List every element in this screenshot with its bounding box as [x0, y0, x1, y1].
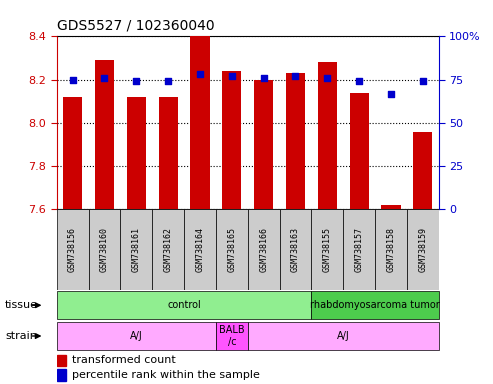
Bar: [216, 322, 248, 350]
Bar: [152, 209, 184, 290]
Text: strain: strain: [5, 331, 37, 341]
Text: percentile rank within the sample: percentile rank within the sample: [72, 370, 260, 380]
Text: transformed count: transformed count: [72, 356, 176, 366]
Text: GSM738165: GSM738165: [227, 227, 236, 272]
Bar: [312, 209, 343, 290]
Bar: [312, 291, 439, 319]
Point: [323, 75, 331, 81]
Bar: [57, 291, 312, 319]
Bar: [247, 209, 280, 290]
Bar: [413, 131, 432, 209]
Bar: [57, 209, 89, 290]
Bar: [254, 80, 273, 209]
Text: A/J: A/J: [337, 331, 350, 341]
Bar: [159, 97, 177, 209]
Text: tissue: tissue: [5, 300, 38, 310]
Bar: [63, 97, 82, 209]
Point: [69, 77, 76, 83]
Point: [228, 73, 236, 79]
Text: A/J: A/J: [130, 331, 142, 341]
Bar: [343, 209, 375, 290]
Bar: [350, 93, 369, 209]
Text: GSM738163: GSM738163: [291, 227, 300, 272]
Point: [419, 78, 427, 84]
Text: GSM738166: GSM738166: [259, 227, 268, 272]
Bar: [216, 209, 247, 290]
Text: GSM738156: GSM738156: [68, 227, 77, 272]
Bar: [407, 209, 439, 290]
Point: [260, 75, 268, 81]
Bar: [120, 209, 152, 290]
Point: [196, 71, 204, 78]
Bar: [190, 36, 210, 209]
Bar: [57, 322, 216, 350]
Text: GSM738158: GSM738158: [387, 227, 395, 272]
Bar: [318, 63, 337, 209]
Bar: [89, 209, 120, 290]
Point: [132, 78, 140, 84]
Bar: [95, 60, 114, 209]
Text: GSM738160: GSM738160: [100, 227, 109, 272]
Point: [387, 91, 395, 97]
Bar: [184, 209, 216, 290]
Text: control: control: [167, 300, 201, 310]
Text: BALB
/c: BALB /c: [219, 325, 245, 347]
Bar: [280, 209, 312, 290]
Point: [164, 78, 172, 84]
Bar: [248, 322, 439, 350]
Text: GSM738164: GSM738164: [195, 227, 205, 272]
Text: GDS5527 / 102360040: GDS5527 / 102360040: [57, 18, 214, 33]
Point: [291, 73, 299, 79]
Bar: [382, 205, 400, 209]
Bar: [57, 369, 66, 381]
Bar: [286, 73, 305, 209]
Text: rhabdomyosarcoma tumor: rhabdomyosarcoma tumor: [310, 300, 440, 310]
Bar: [57, 355, 66, 366]
Bar: [222, 71, 242, 209]
Text: GSM738155: GSM738155: [323, 227, 332, 272]
Point: [101, 75, 108, 81]
Bar: [375, 209, 407, 290]
Text: GSM738162: GSM738162: [164, 227, 173, 272]
Text: GSM738161: GSM738161: [132, 227, 141, 272]
Text: GSM738157: GSM738157: [354, 227, 364, 272]
Text: GSM738159: GSM738159: [419, 227, 427, 272]
Point: [355, 78, 363, 84]
Bar: [127, 97, 146, 209]
